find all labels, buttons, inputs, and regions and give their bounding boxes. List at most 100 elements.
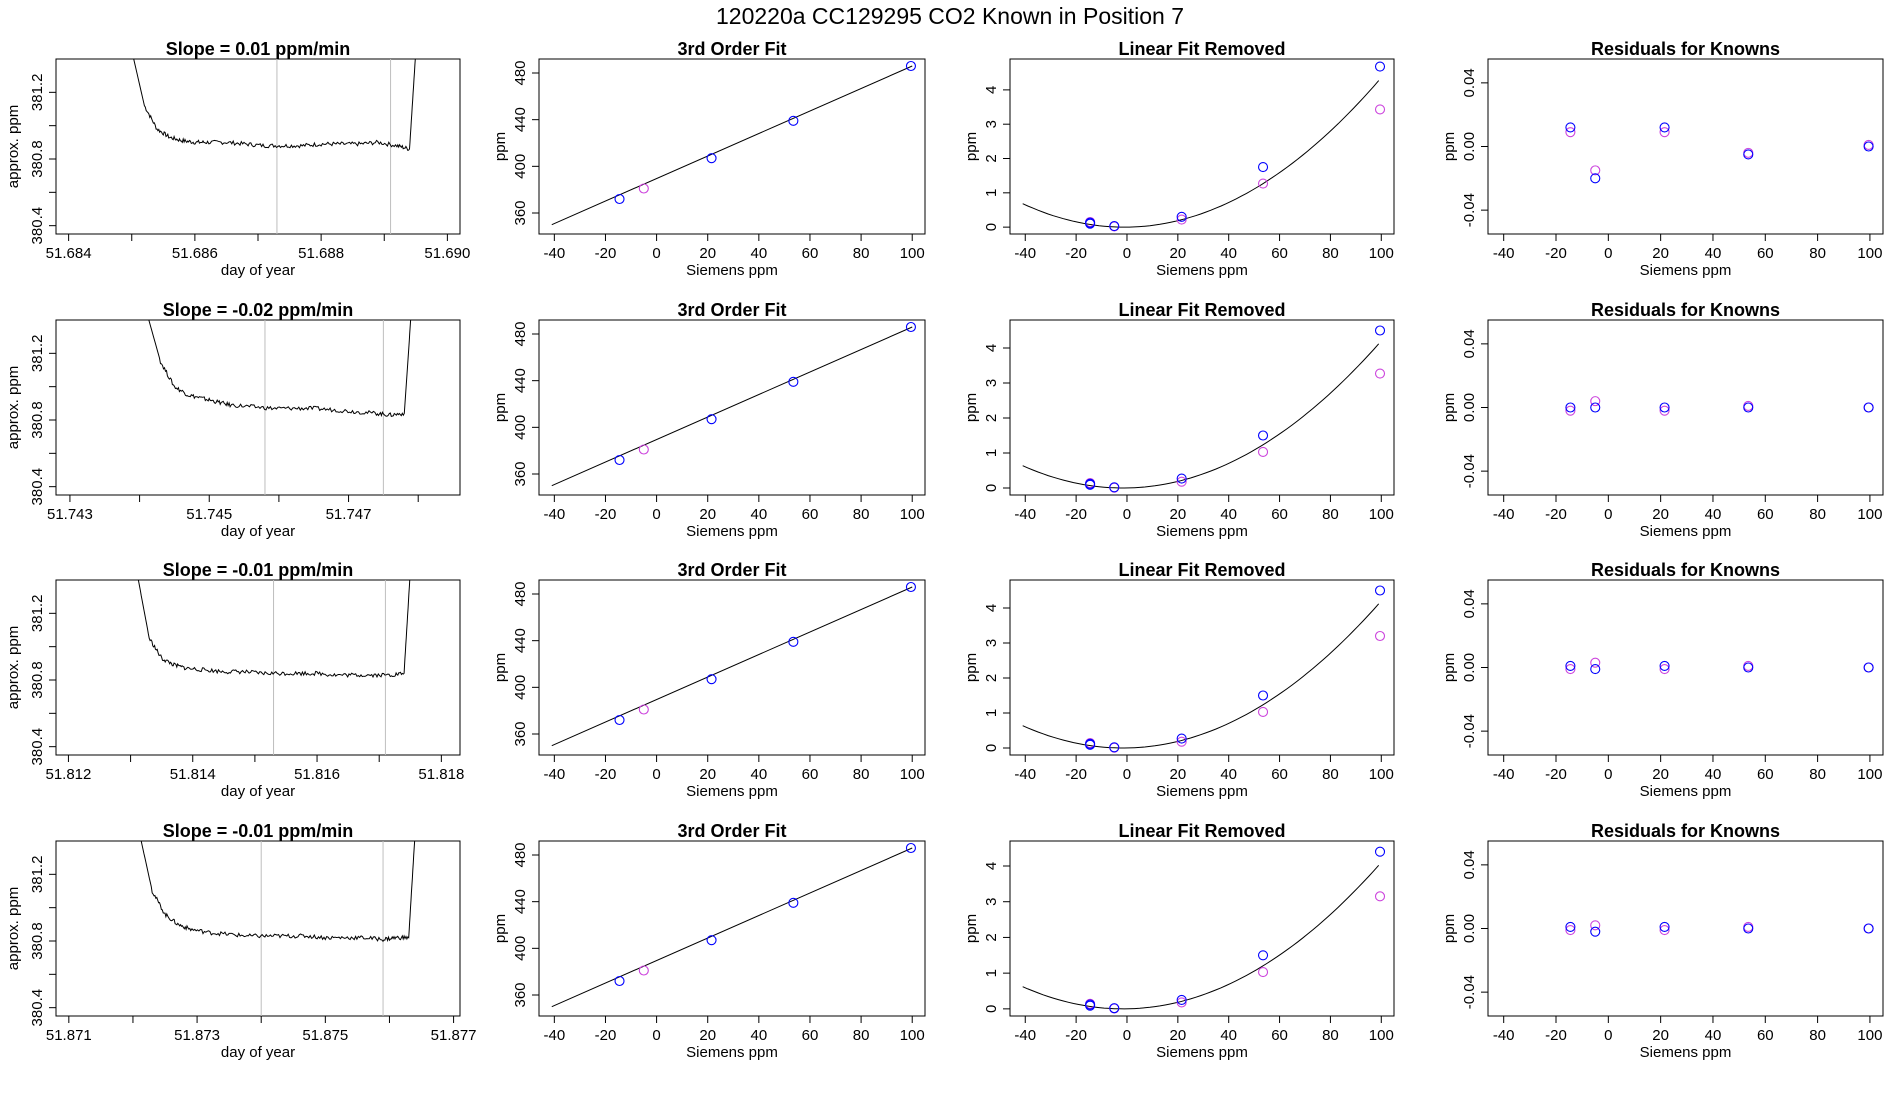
y-tick-label: 380.8 <box>29 922 46 960</box>
x-tick-label: 51.684 <box>46 245 92 262</box>
x-tick-label: 100 <box>900 245 925 262</box>
raw-point <box>1176 997 1187 1008</box>
plot-frame <box>538 319 926 496</box>
y-tick-label: 380.4 <box>29 207 46 245</box>
fit-point <box>788 897 799 908</box>
x-tick-label: -40 <box>543 506 565 523</box>
x-tick-label: -40 <box>1493 506 1515 523</box>
x-tick-label: 20 <box>699 1027 716 1044</box>
raw-point <box>1565 405 1576 416</box>
plot-area <box>1565 122 1874 184</box>
x-tick-label: 80 <box>853 245 870 262</box>
fit-point <box>1085 739 1096 750</box>
fit-point <box>1863 141 1874 152</box>
panel-r2-c4: Residuals for Knowns -40 -20 0 20 40 60 80 100 Si… <box>1441 300 1884 540</box>
plot-area <box>137 580 411 755</box>
panel-r3-c2: 3rd Order Fit -40 -20 0 20 40 60 80 100 Siemens p… <box>492 560 926 800</box>
residual-curve <box>1022 343 1380 489</box>
x-tick-label: 0 <box>652 245 660 262</box>
y-tick-label: 0 <box>983 484 1000 492</box>
y-tick-label: 0.04 <box>1461 68 1478 97</box>
fit-point <box>1743 402 1754 413</box>
x-axis-label: Siemens ppm <box>1156 783 1248 800</box>
x-tick-label: 100 <box>900 766 925 783</box>
x-tick-label: 100 <box>1857 1027 1882 1044</box>
x-tick-label: 51.814 <box>170 766 216 783</box>
concentration-trace <box>133 59 416 151</box>
plot-area <box>1565 396 1874 416</box>
fit-line <box>551 586 913 747</box>
fit-line <box>551 847 913 1008</box>
y-tick-label: 360 <box>512 982 529 1007</box>
fit-point <box>1109 482 1120 493</box>
raw-point <box>1374 104 1386 115</box>
y-tick-label: 480 <box>512 321 529 346</box>
panel-title: Residuals for Knowns <box>1591 300 1780 320</box>
x-tick-label: -20 <box>1065 506 1087 523</box>
raw-point <box>1659 405 1670 416</box>
x-tick-label: 20 <box>1169 506 1186 523</box>
x-tick-label: 60 <box>1271 506 1288 523</box>
fit-point <box>1743 662 1754 673</box>
x-tick-label: 60 <box>1757 1027 1774 1044</box>
y-tick-label: -0.04 <box>1461 975 1478 1009</box>
y-tick-label: 2 <box>983 933 1000 941</box>
x-tick-label: 60 <box>1757 766 1774 783</box>
x-tick-label: 0 <box>1604 1027 1612 1044</box>
x-tick-label: 60 <box>1271 1027 1288 1044</box>
y-axis-label: ppm <box>1441 132 1458 161</box>
x-tick-label: -20 <box>1545 766 1567 783</box>
x-tick-label: 80 <box>853 766 870 783</box>
x-tick-label: 40 <box>1220 766 1237 783</box>
x-tick-label: 100 <box>1369 766 1394 783</box>
x-tick-label: 80 <box>1809 506 1826 523</box>
raw-point <box>638 965 649 976</box>
y-tick-label: 3 <box>983 120 1000 128</box>
x-tick-label: 60 <box>1757 245 1774 262</box>
y-tick-label: 380.8 <box>29 140 46 178</box>
fit-point <box>905 842 916 854</box>
raw-point <box>1257 178 1269 189</box>
raw-point <box>1565 925 1576 936</box>
raw-point <box>1659 925 1670 936</box>
x-axis-label: day of year <box>221 783 295 800</box>
x-tick-label: 20 <box>699 506 716 523</box>
fit-point <box>706 414 717 425</box>
x-tick-label: 0 <box>652 1027 660 1044</box>
x-tick-label: 20 <box>699 766 716 783</box>
fit-point <box>788 115 799 126</box>
x-tick-label: 40 <box>750 245 767 262</box>
x-tick-label: 0 <box>1123 506 1131 523</box>
x-tick-label: 80 <box>1809 1027 1826 1044</box>
y-axis-label: ppm <box>963 914 980 943</box>
x-tick-label: 20 <box>1652 766 1669 783</box>
x-tick-label: 80 <box>1809 245 1826 262</box>
x-tick-label: 51.873 <box>174 1027 220 1044</box>
plot-frame <box>1487 840 1884 1017</box>
x-tick-label: 20 <box>1652 245 1669 262</box>
panel-r1-c2: 3rd Order Fit -40 -20 0 20 40 60 80 100 Siemens p… <box>492 39 926 279</box>
x-tick-label: 51.875 <box>302 1027 348 1044</box>
panel-title: 3rd Order Fit <box>677 821 786 841</box>
y-tick-label: 2 <box>983 154 1000 162</box>
panel-title: Residuals for Knowns <box>1591 39 1780 59</box>
fit-point <box>1659 660 1670 671</box>
x-tick-label: 60 <box>1271 766 1288 783</box>
x-tick-label: 60 <box>802 766 819 783</box>
x-tick-label: 51.690 <box>424 245 470 262</box>
plot-area <box>1022 325 1386 493</box>
y-tick-label: 0.00 <box>1461 914 1478 943</box>
x-tick-label: 0 <box>1123 245 1131 262</box>
y-tick-label: 360 <box>512 721 529 746</box>
panel-r1-c1: Slope = 0.01 ppm/min 51.684 51.686 51.688 51… <box>5 39 470 279</box>
y-axis-label: ppm <box>963 393 980 422</box>
fit-point <box>1257 950 1269 961</box>
fit-point <box>1374 325 1386 336</box>
panel-title: 3rd Order Fit <box>677 560 786 580</box>
x-tick-label: 100 <box>1857 506 1882 523</box>
plot-frame <box>55 579 461 756</box>
fit-point <box>614 454 625 466</box>
fit-point <box>1863 662 1874 673</box>
plot-area <box>133 59 416 234</box>
y-tick-label: 400 <box>512 675 529 700</box>
